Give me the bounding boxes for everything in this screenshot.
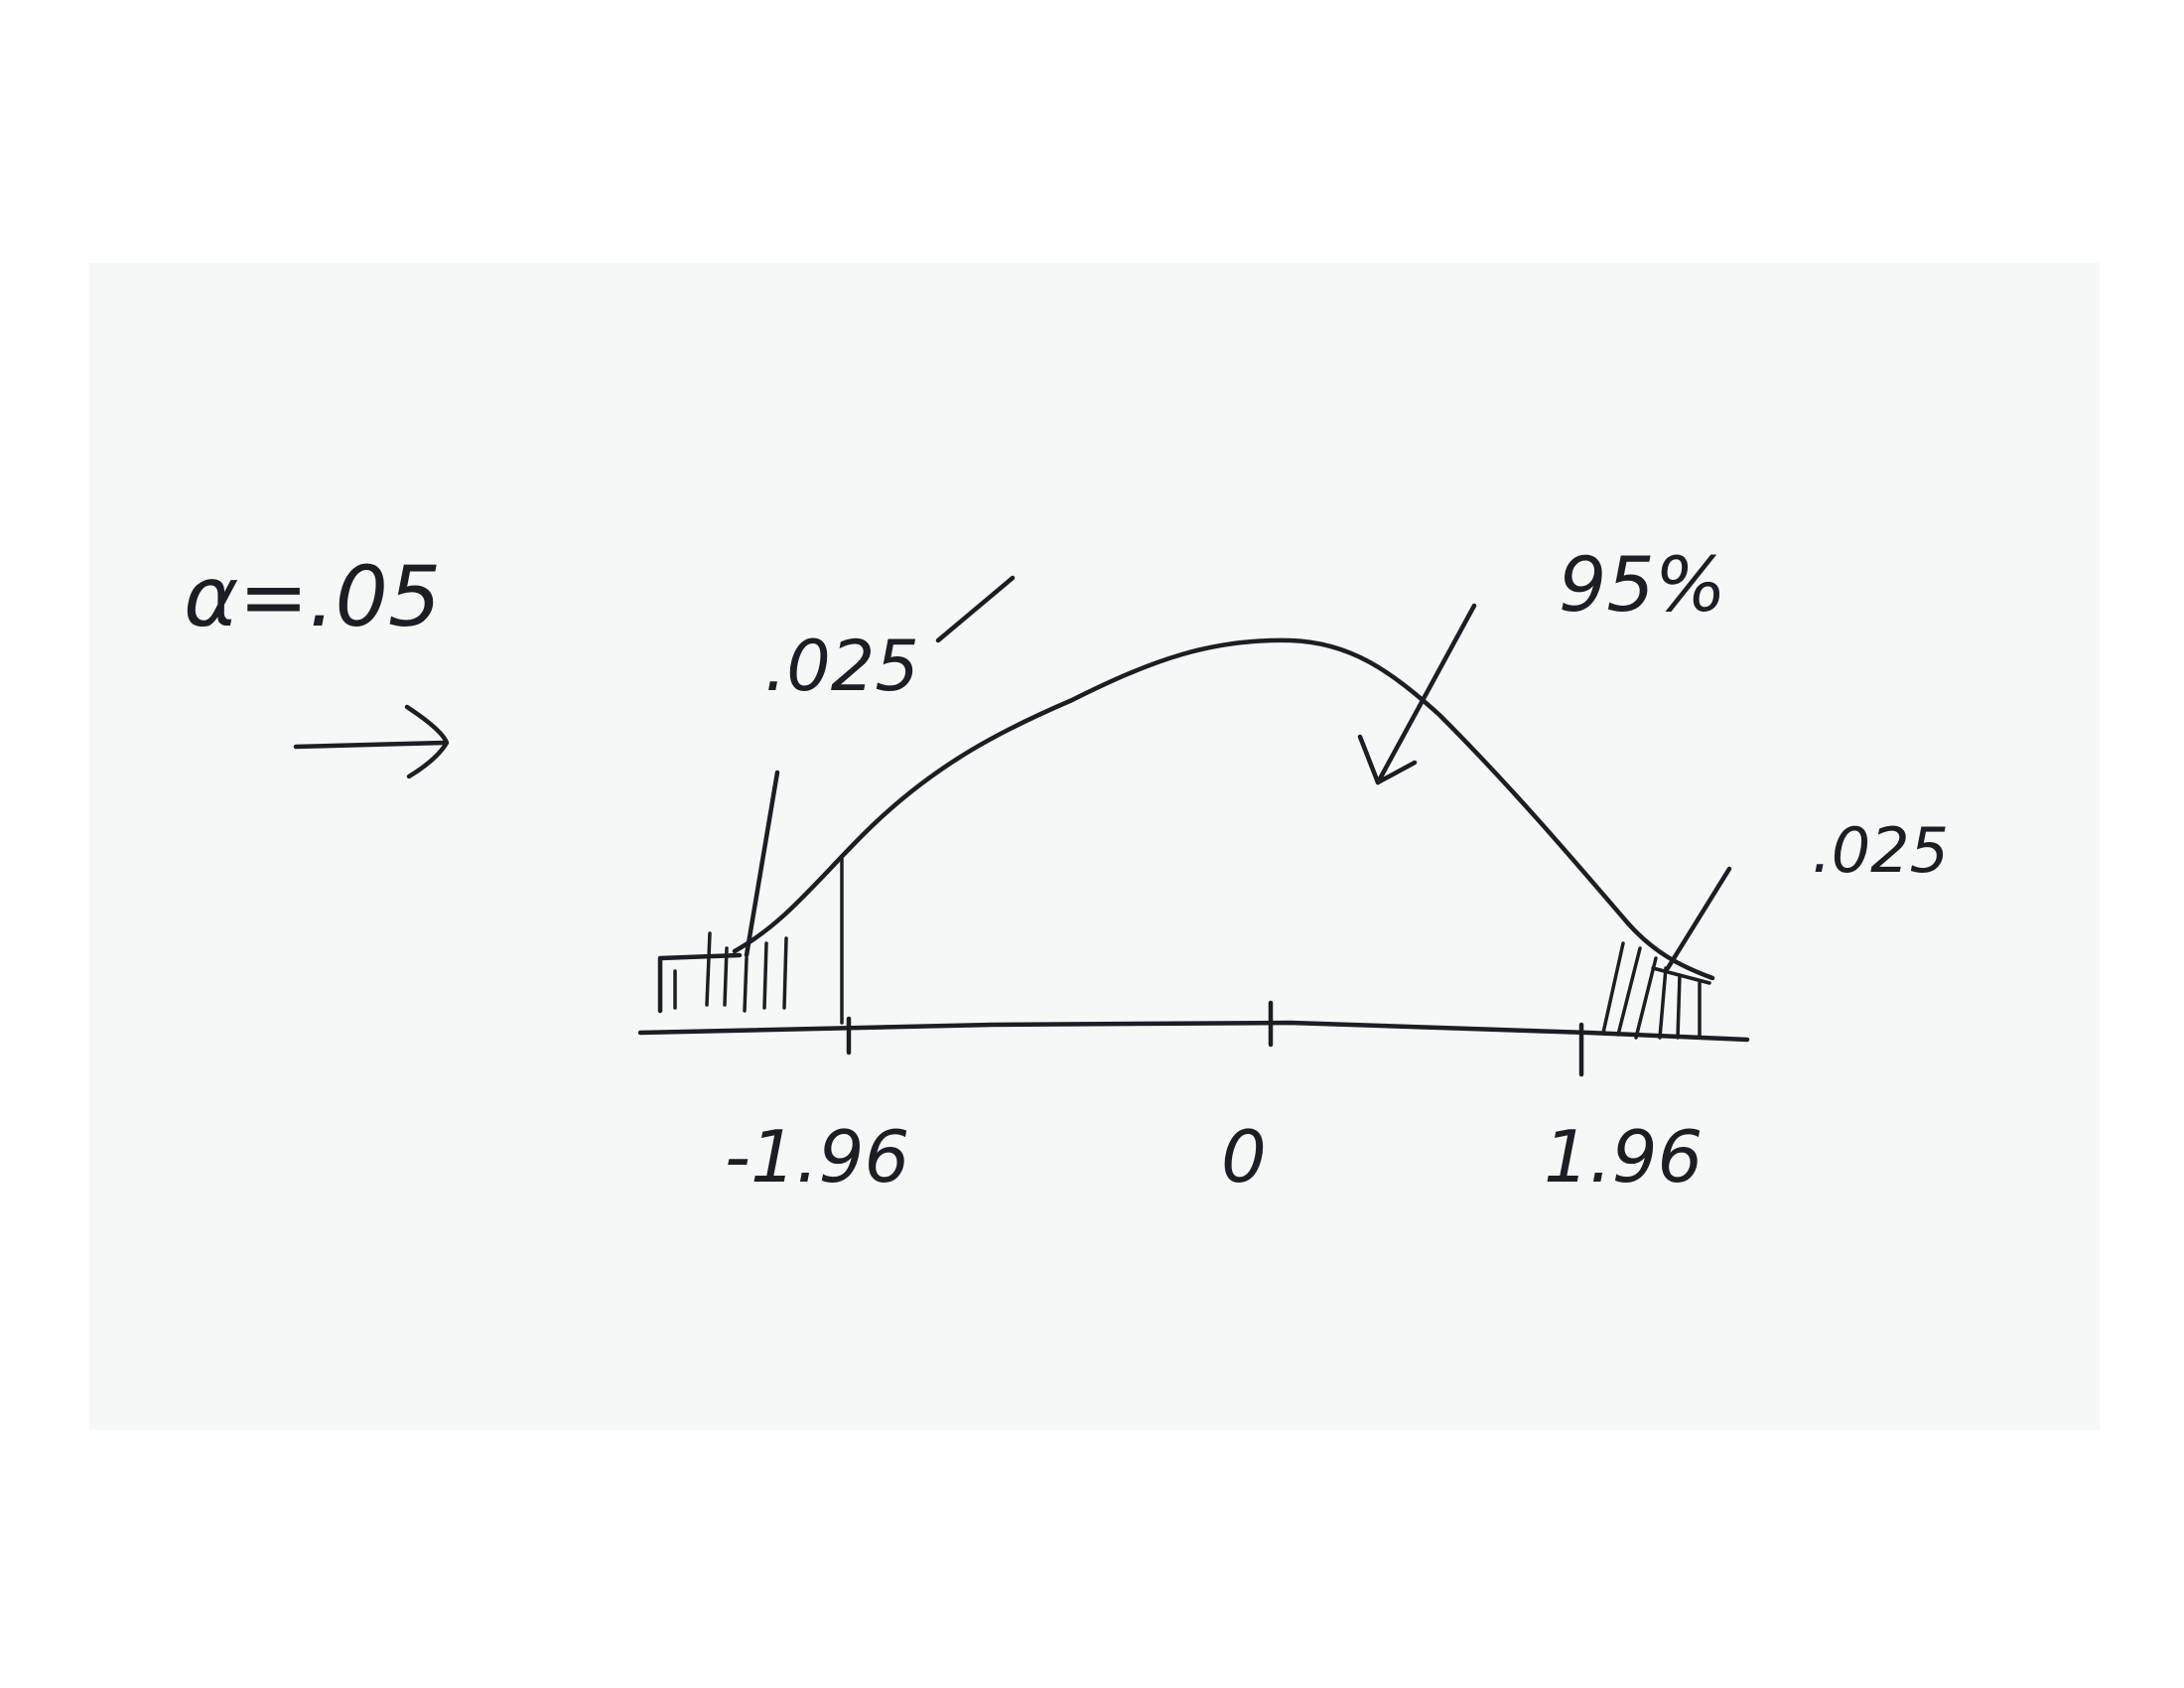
tick-label-pos: 1.96 xyxy=(1544,1115,1703,1198)
bell-curve xyxy=(732,637,1715,981)
x-axis xyxy=(637,1020,1750,1043)
tick-label-zero: 0 xyxy=(1221,1115,1267,1198)
tick-label-neg: -1.96 xyxy=(725,1115,909,1198)
left-tail-region xyxy=(657,952,743,1014)
right-tail-hatching xyxy=(1601,941,1711,1040)
left-tail-hatching xyxy=(673,857,844,1025)
paper-sheet xyxy=(89,263,2100,1430)
left-tail-pointer xyxy=(744,770,780,958)
right-tail-pointer xyxy=(1665,866,1732,971)
left-label-underline xyxy=(935,575,1016,643)
tail-label-right: .025 xyxy=(1812,814,1949,887)
center-pointer-arrow xyxy=(1357,603,1477,785)
right-arrow-icon xyxy=(293,704,450,779)
tail-label-left: .025 xyxy=(764,626,919,707)
alpha-label: α=.05 xyxy=(184,548,441,645)
center-area-label: 95% xyxy=(1559,540,1726,629)
